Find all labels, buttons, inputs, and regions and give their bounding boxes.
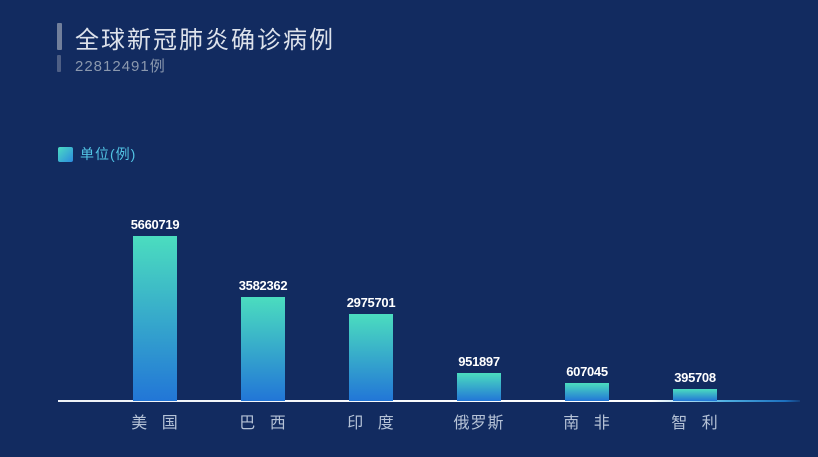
bar[interactable]: [565, 383, 609, 401]
bar[interactable]: [673, 389, 717, 401]
bar[interactable]: [133, 236, 177, 401]
x-axis-line: [58, 400, 800, 402]
bar-value-label: 951897: [458, 354, 500, 369]
subtitle-accent-bar: [57, 55, 61, 72]
bar[interactable]: [241, 297, 285, 401]
bar-value-label: 3582362: [238, 278, 288, 293]
total-cases-subtitle: 22812491例: [75, 58, 166, 75]
bar-value-label: 395708: [674, 370, 716, 385]
bar-value-label: 2975701: [346, 295, 396, 310]
x-axis-label: 南 非: [563, 415, 611, 432]
x-axis-label: 智 利: [671, 415, 719, 432]
x-axis-label: 印 度: [347, 415, 395, 432]
bar-value-label: 607045: [566, 364, 608, 379]
legend-swatch-icon: [58, 146, 73, 162]
bar[interactable]: [457, 373, 501, 401]
page-title: 全球新冠肺炎确诊病例: [75, 27, 335, 54]
legend-item-unit[interactable]: 单位(例): [58, 144, 136, 164]
bar-value-label: 5660719: [130, 217, 180, 232]
title-accent-bar: [57, 23, 62, 50]
x-axis-label: 俄罗斯: [453, 415, 505, 432]
x-axis-label: 巴 西: [239, 415, 287, 432]
legend-label: 单位(例): [80, 146, 137, 162]
bar[interactable]: [349, 314, 393, 401]
x-axis-label: 美 国: [131, 415, 179, 432]
